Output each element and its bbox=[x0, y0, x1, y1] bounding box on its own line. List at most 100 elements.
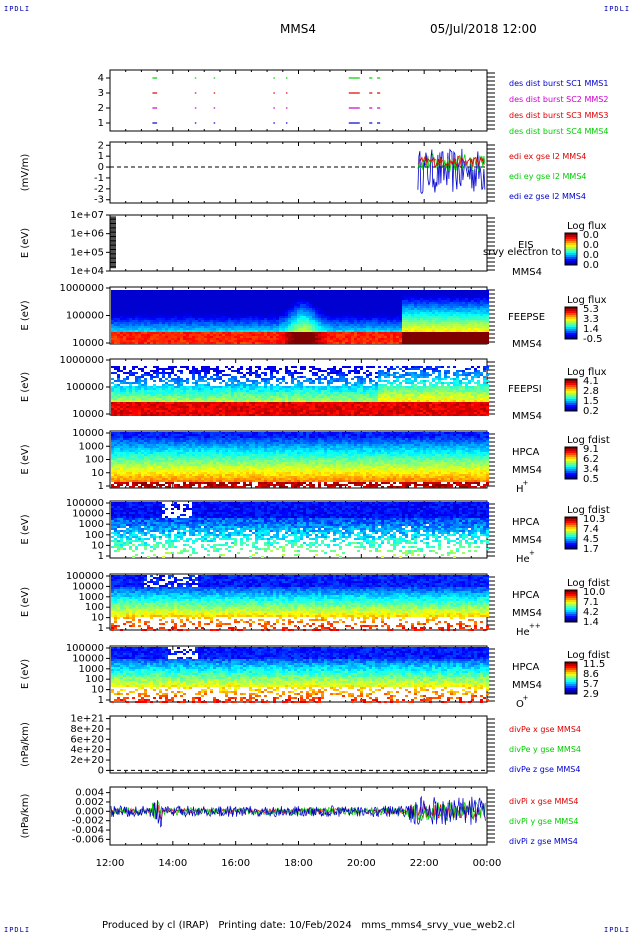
feepse-cell bbox=[171, 312, 174, 314]
feepsi-cell bbox=[228, 396, 231, 398]
feepse-cell bbox=[273, 324, 276, 326]
feepse-cell bbox=[132, 300, 135, 302]
feepse-cell bbox=[120, 294, 123, 296]
feepse-cell bbox=[225, 296, 228, 298]
feepse-cell bbox=[243, 342, 246, 344]
feepse-cell bbox=[315, 314, 318, 316]
feepse-cell bbox=[423, 340, 426, 342]
feepse-cell bbox=[453, 316, 456, 318]
feepse-cell bbox=[465, 324, 468, 326]
feepse-cell bbox=[120, 314, 123, 316]
feepse-cell bbox=[411, 308, 414, 310]
feepsi-cell bbox=[141, 396, 144, 398]
feepse-cell bbox=[117, 300, 120, 302]
corner-tag-tl: IPDLI bbox=[4, 5, 31, 13]
feepsi-cell bbox=[138, 406, 141, 408]
feepse-cell bbox=[246, 308, 249, 310]
feepse-cell bbox=[132, 340, 135, 342]
feepsi-cell bbox=[267, 412, 270, 414]
feepse-cell bbox=[459, 324, 462, 326]
feepsi-cell bbox=[264, 402, 267, 404]
feepsi-cell bbox=[225, 366, 228, 368]
feepse-cell bbox=[114, 320, 117, 322]
feepsi-cell bbox=[174, 396, 177, 398]
feepse-cell bbox=[441, 322, 444, 324]
feepse-cell bbox=[300, 292, 303, 294]
feepse-cell bbox=[114, 314, 117, 316]
eis-frame bbox=[109, 214, 488, 272]
feepse-cell bbox=[438, 336, 441, 338]
feepse-cell bbox=[405, 310, 408, 312]
feepsi-cell bbox=[165, 386, 168, 388]
feepse-cell bbox=[111, 290, 114, 292]
feepse-cell bbox=[240, 290, 243, 292]
feepsi-cell bbox=[264, 368, 267, 370]
feepse-cell bbox=[396, 338, 399, 340]
feepse-cell bbox=[474, 308, 477, 310]
feepsi-cell bbox=[234, 412, 237, 414]
feepse-cell bbox=[351, 292, 354, 294]
feepse-cell bbox=[147, 296, 150, 298]
feepse-cell bbox=[396, 328, 399, 330]
feepse-cell bbox=[210, 316, 213, 318]
feepse-cell bbox=[207, 338, 210, 340]
feepse-cell bbox=[258, 322, 261, 324]
feepse-cell bbox=[459, 320, 462, 322]
feepse-cell bbox=[462, 330, 465, 332]
feepse-cell bbox=[411, 320, 414, 322]
feepsi-cell bbox=[168, 376, 171, 378]
feepse-cell bbox=[342, 306, 345, 308]
feepse-cell bbox=[312, 316, 315, 318]
feepsi-cell bbox=[168, 368, 171, 370]
feepse-cell bbox=[252, 298, 255, 300]
feepsi-cell bbox=[255, 404, 258, 406]
feepse-cell bbox=[183, 306, 186, 308]
feepsi-cell bbox=[210, 412, 213, 414]
feepse-cell bbox=[285, 306, 288, 308]
feepsi-cell bbox=[207, 406, 210, 408]
feepsi-cell bbox=[156, 406, 159, 408]
feepse-cell bbox=[384, 296, 387, 298]
feepse-cell bbox=[222, 292, 225, 294]
feepse-cell bbox=[291, 296, 294, 298]
feepse-cell bbox=[414, 302, 417, 304]
feepse-cell bbox=[123, 338, 126, 340]
feepse-cell bbox=[225, 312, 228, 314]
feepsi-cell bbox=[201, 394, 204, 396]
feepsi-cell bbox=[120, 410, 123, 412]
edi-y-tick-label: 1 bbox=[98, 151, 104, 162]
feepse-cell bbox=[471, 310, 474, 312]
feepsi-cell bbox=[204, 398, 207, 400]
feepse-cell bbox=[282, 310, 285, 312]
feepse-cell bbox=[483, 312, 486, 314]
feepse-cell bbox=[132, 328, 135, 330]
feepse-cell bbox=[198, 338, 201, 340]
feepse-cell bbox=[381, 310, 384, 312]
feepse-cell bbox=[282, 332, 285, 334]
feepse-cell bbox=[354, 300, 357, 302]
feepse-cell bbox=[429, 326, 432, 328]
feepsi-cell bbox=[111, 398, 114, 400]
feepse-cell bbox=[333, 294, 336, 296]
feepsi-cell bbox=[147, 372, 150, 374]
feepse-cell bbox=[384, 304, 387, 306]
feepsi-cell bbox=[135, 390, 138, 392]
feepse-cell bbox=[234, 306, 237, 308]
feepse-cell bbox=[189, 340, 192, 342]
feepse-cell bbox=[276, 326, 279, 328]
feepse-cell bbox=[366, 306, 369, 308]
feepse-cell bbox=[261, 340, 264, 342]
feepse-cell bbox=[426, 290, 429, 292]
feepse-cell bbox=[240, 314, 243, 316]
feepse-cell bbox=[279, 342, 282, 344]
eis-colorbar-swatch bbox=[565, 253, 577, 256]
feepse-cell bbox=[114, 302, 117, 304]
feepse-cell bbox=[381, 336, 384, 338]
feepsi-cell bbox=[219, 410, 222, 412]
feepse-cell bbox=[210, 294, 213, 296]
feepse-cell bbox=[177, 316, 180, 318]
feepsi-cell bbox=[123, 404, 126, 406]
feepse-cell bbox=[201, 314, 204, 316]
feepse-cell bbox=[144, 298, 147, 300]
feepse-cell bbox=[483, 314, 486, 316]
